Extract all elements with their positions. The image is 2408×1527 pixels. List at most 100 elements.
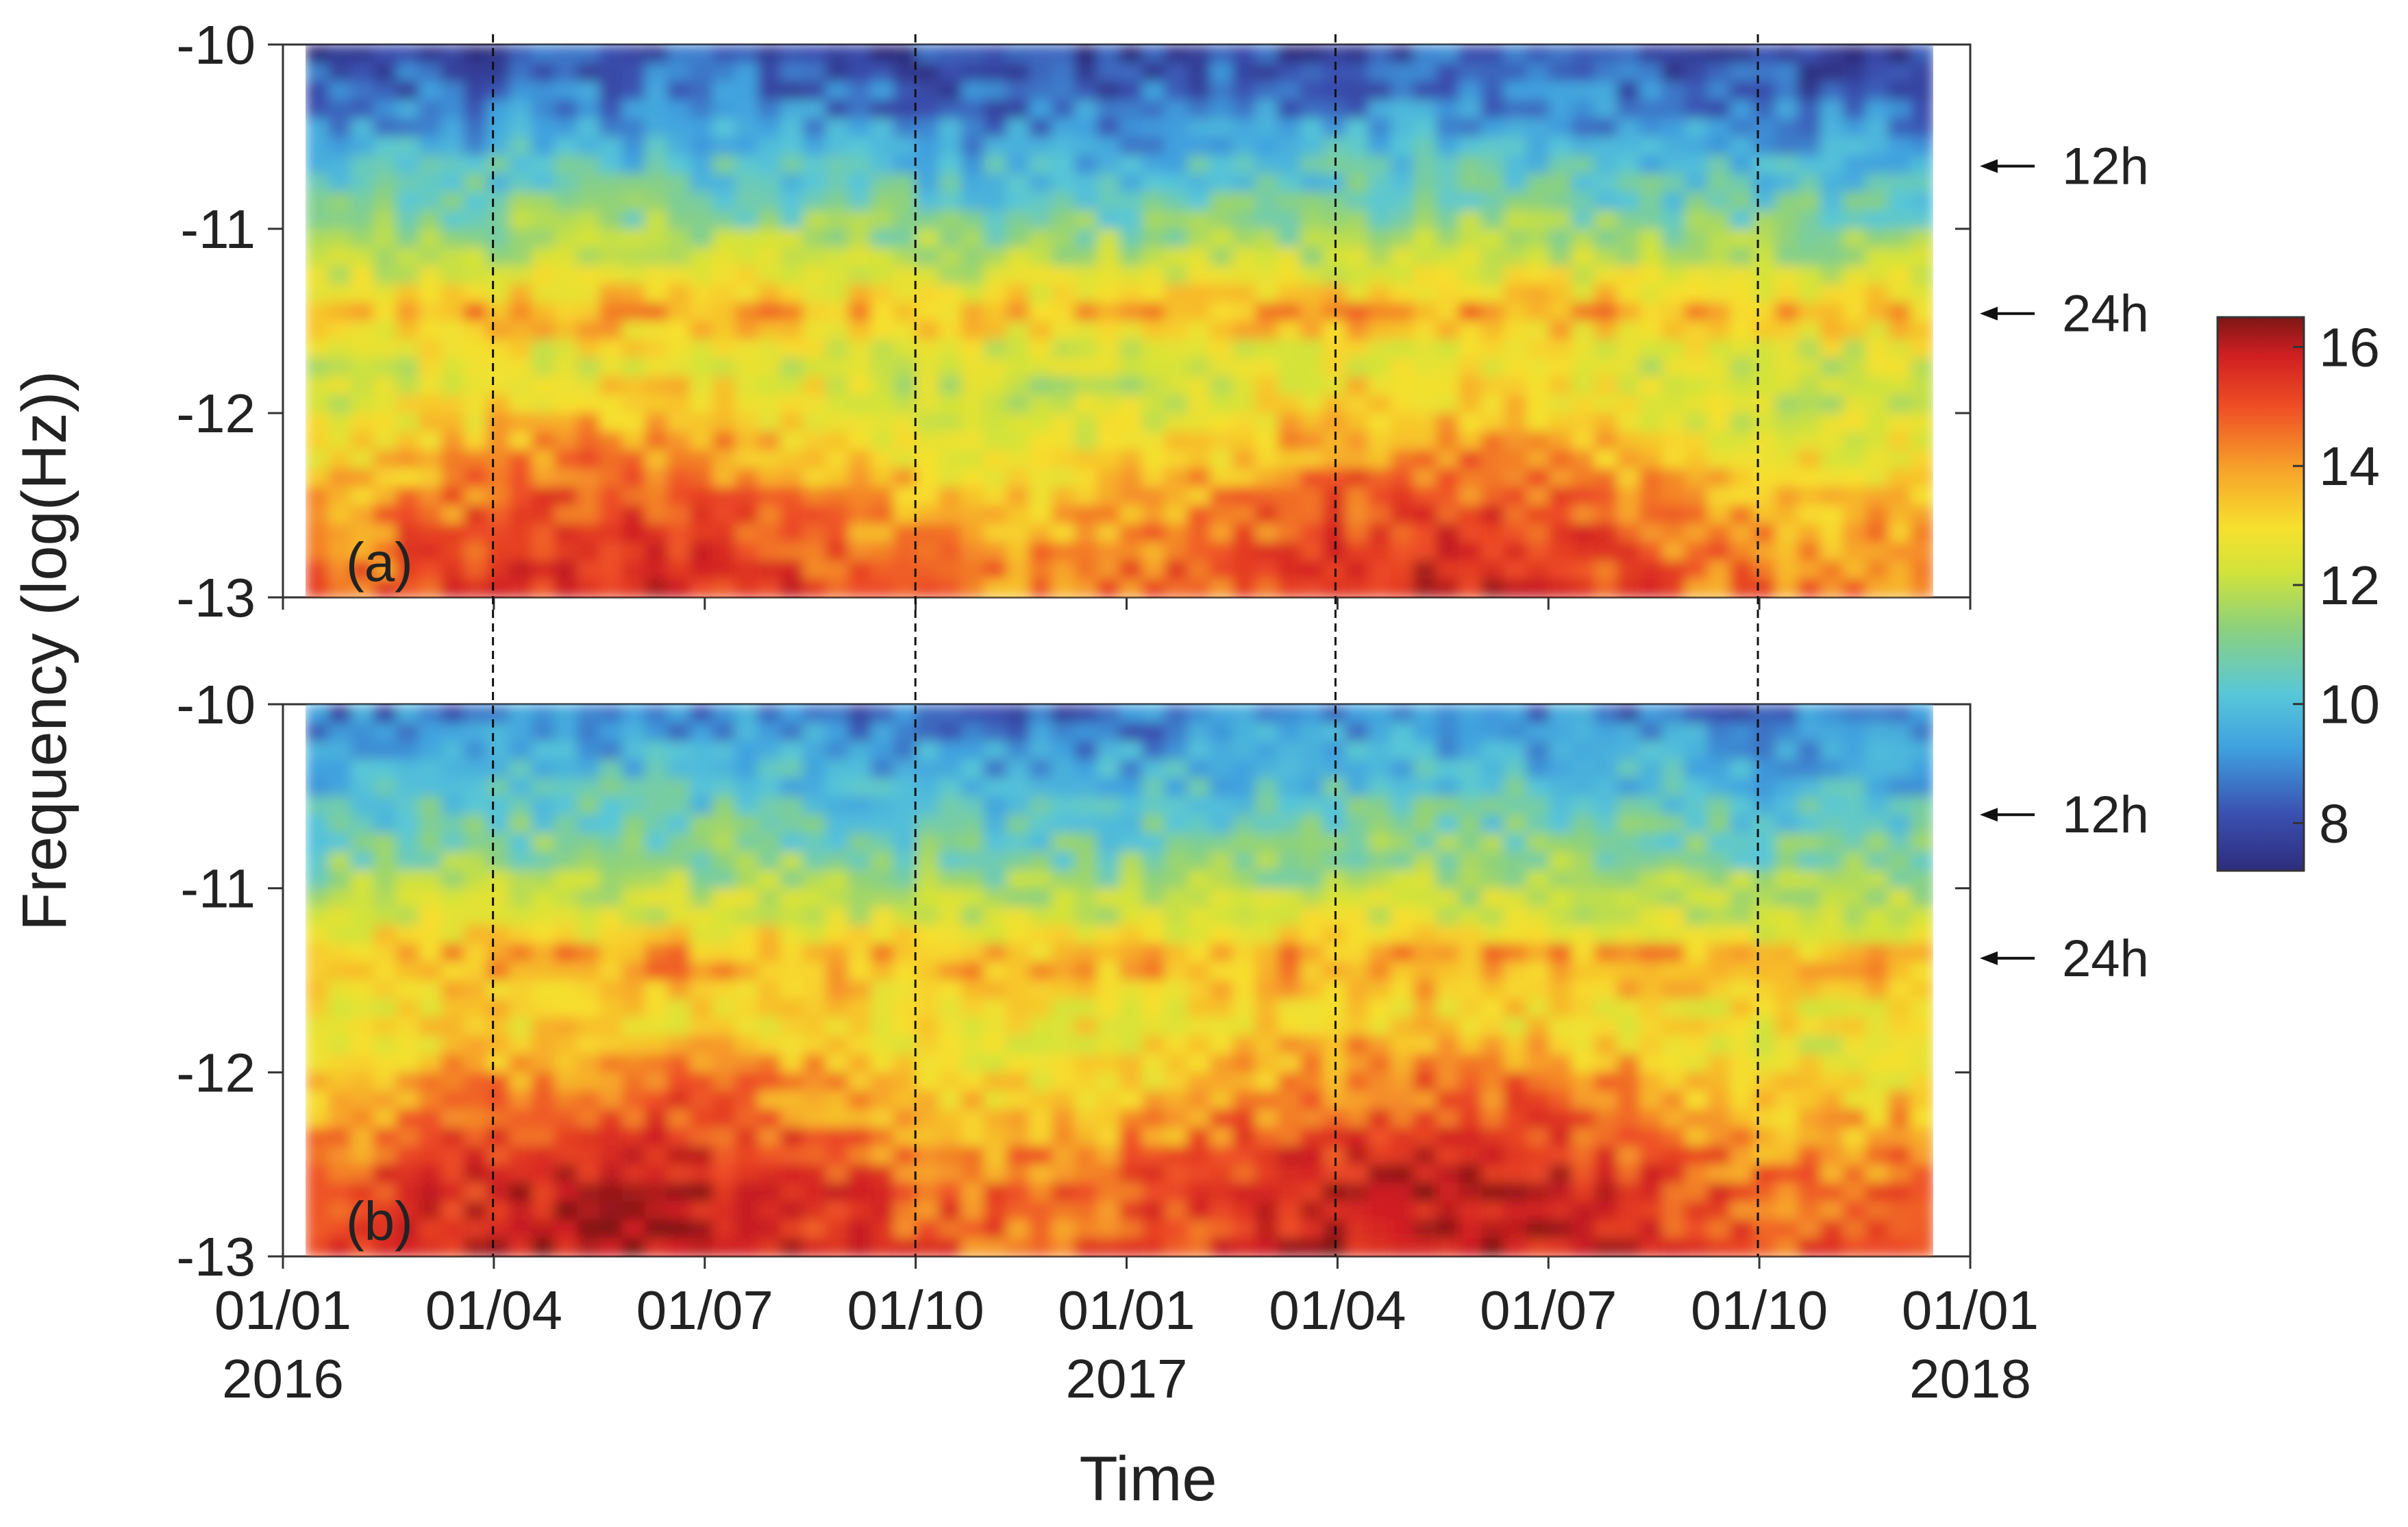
heatmap-cell <box>690 998 713 1018</box>
heatmap-cell <box>1594 1164 1617 1184</box>
heatmap-cell <box>1775 395 1798 414</box>
heatmap-cell <box>1029 302 1052 322</box>
heatmap-cell <box>1210 99 1233 119</box>
heatmap-cell <box>554 321 578 340</box>
heatmap-cell <box>599 431 623 451</box>
heatmap-cell <box>1300 413 1324 432</box>
heatmap-cell <box>1210 925 1233 945</box>
heatmap-cell <box>1888 45 1911 64</box>
heatmap-cell <box>577 888 600 908</box>
heatmap-cell <box>1006 998 1030 1018</box>
heatmap-cell <box>1911 579 1933 597</box>
heatmap-cell <box>509 99 532 119</box>
heatmap-cell <box>667 192 691 212</box>
heatmap-cell <box>893 210 917 229</box>
heatmap-cell <box>1707 1145 1730 1165</box>
heatmap-cell <box>1006 1035 1030 1055</box>
heatmap-cell <box>1594 118 1617 138</box>
heatmap-cell <box>1888 192 1911 212</box>
heatmap-cell <box>306 906 329 926</box>
heatmap-cell <box>1436 81 1459 101</box>
heatmap-cell <box>1639 1035 1663 1055</box>
heatmap-cell <box>1300 815 1324 834</box>
heatmap-cell <box>1775 906 1798 926</box>
heatmap-cell <box>1662 136 1685 156</box>
heatmap-cell <box>1526 1238 1550 1256</box>
heatmap-cell <box>1029 1091 1052 1110</box>
heatmap-cell <box>306 321 329 340</box>
heatmap-cell <box>599 943 623 963</box>
heatmap-cell <box>1255 1182 1278 1202</box>
heatmap-cell <box>1210 505 1233 525</box>
heatmap-cell <box>1187 395 1211 414</box>
heatmap-cell <box>396 486 419 506</box>
heatmap-cell <box>916 62 939 82</box>
heatmap-cell <box>1006 1054 1030 1073</box>
heatmap-cell <box>1752 722 1776 742</box>
heatmap-cell <box>758 833 781 852</box>
heatmap-cell <box>893 1072 917 1092</box>
heatmap-cell <box>1210 704 1233 723</box>
heatmap-cell <box>1052 284 1075 303</box>
heatmap-cell <box>441 486 464 506</box>
heatmap-cell <box>1594 741 1617 760</box>
heatmap-cell <box>622 906 645 926</box>
heatmap-cell <box>1730 778 1753 797</box>
heatmap-cell <box>622 722 645 742</box>
heatmap-cell <box>961 449 984 469</box>
heatmap-cell <box>848 1072 871 1092</box>
heatmap-cell <box>486 505 510 525</box>
heatmap-cell <box>1662 833 1685 852</box>
heatmap-cell <box>1775 704 1798 723</box>
heatmap-cell <box>532 962 555 981</box>
heatmap-cell <box>577 1201 600 1221</box>
heatmap-cell <box>939 486 962 506</box>
heatmap-cell <box>1436 1182 1459 1202</box>
heatmap-cell <box>599 1182 623 1202</box>
heatmap-cell <box>1097 505 1120 525</box>
heatmap-cell <box>1142 413 1165 432</box>
heatmap-cell <box>1617 1109 1640 1128</box>
heatmap-cell <box>1662 173 1685 193</box>
heatmap-cell <box>780 741 804 760</box>
heatmap-cell <box>396 173 419 193</box>
heatmap-cell <box>1526 778 1550 797</box>
heatmap-cell <box>826 542 849 562</box>
heatmap-cell <box>328 192 351 212</box>
heatmap-cell <box>1639 136 1663 156</box>
heatmap-cell <box>1662 998 1685 1018</box>
heatmap-cell <box>396 302 419 322</box>
heatmap-cell <box>1707 925 1730 945</box>
heatmap-cell <box>396 395 419 414</box>
heatmap-cell <box>1752 1109 1776 1128</box>
heatmap-cell <box>826 1017 849 1036</box>
heatmap-cell <box>667 1182 691 1202</box>
heatmap-cell <box>826 468 849 488</box>
heatmap-cell <box>328 247 351 266</box>
heatmap-cell <box>735 906 758 926</box>
heatmap-cell <box>532 1054 555 1073</box>
heatmap-cell <box>1707 1091 1730 1110</box>
heatmap-cell <box>328 1091 351 1110</box>
y-tick-label: -13 <box>176 567 256 628</box>
heatmap-cell <box>1232 229 1256 248</box>
heatmap-cell <box>1888 1054 1911 1073</box>
heatmap-cell <box>441 579 464 597</box>
heatmap-cell <box>1255 906 1278 926</box>
heatmap-cell <box>1617 505 1640 525</box>
heatmap-cell <box>509 1054 532 1073</box>
heatmap-cell <box>893 486 917 506</box>
heatmap-cell <box>509 449 532 469</box>
heatmap-cell <box>1865 560 1889 580</box>
heatmap-cell <box>599 284 623 303</box>
heatmap-cell <box>826 358 849 377</box>
heatmap-cell <box>1685 284 1708 303</box>
heatmap-cell <box>419 980 442 1000</box>
heatmap-cell <box>1775 1035 1798 1055</box>
heatmap-cell <box>1617 376 1640 396</box>
heatmap-cell <box>1662 449 1685 469</box>
heatmap-cell <box>351 449 374 469</box>
heatmap-cell <box>328 906 351 926</box>
heatmap-cell <box>803 395 826 414</box>
heatmap-cell <box>984 486 1007 506</box>
